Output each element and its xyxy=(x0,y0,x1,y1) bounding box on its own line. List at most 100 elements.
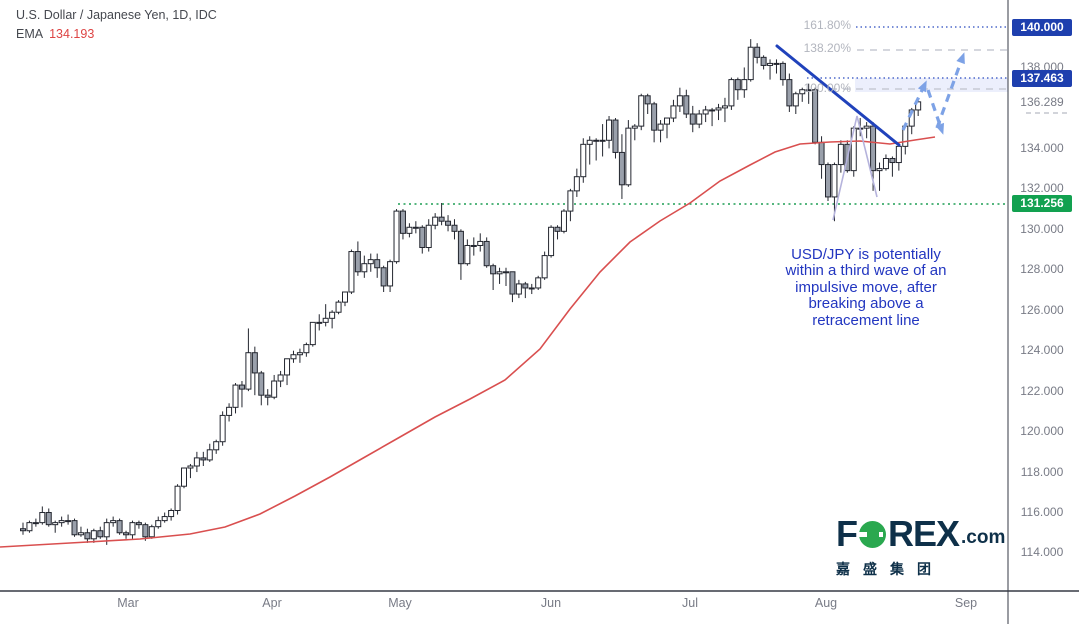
candle-body xyxy=(496,271,503,275)
annotation-text-line: USD/JPY is potentially xyxy=(791,246,941,263)
candle-body xyxy=(161,516,168,522)
candle-body xyxy=(515,283,522,295)
candle-body xyxy=(412,226,419,229)
candle-body xyxy=(889,157,896,164)
candle-body xyxy=(728,79,735,107)
candle-body xyxy=(747,46,754,81)
candle-body xyxy=(490,265,497,275)
candle-body xyxy=(438,216,445,222)
candle-body xyxy=(612,119,619,153)
candle-body xyxy=(277,374,284,382)
candle-body xyxy=(322,317,329,323)
candle-body xyxy=(329,311,336,319)
candle-body xyxy=(477,240,484,246)
time-axis-label-aug: Aug xyxy=(814,596,838,610)
projection-arrow-line[interactable] xyxy=(901,86,925,131)
projection-arrow-line[interactable] xyxy=(935,59,964,129)
candle-body xyxy=(168,509,175,518)
candle-body xyxy=(638,95,645,127)
candle-body xyxy=(32,522,39,525)
candle-body xyxy=(451,224,458,232)
analysis-annotation[interactable]: USD/JPY is potentially within a third wav… xyxy=(758,246,974,329)
candle-body xyxy=(374,259,381,269)
ema-line[interactable] xyxy=(0,136,936,548)
symbol-title[interactable]: U.S. Dollar / Japanese Yen, 1D, IDC xyxy=(16,8,217,22)
candle-body xyxy=(599,139,606,142)
candle-body xyxy=(541,255,548,279)
candle-body xyxy=(206,449,213,461)
candle-body xyxy=(702,109,709,115)
candle-body xyxy=(812,89,819,143)
fib-target-zone xyxy=(855,78,1008,92)
candle-body xyxy=(77,532,84,536)
candle-body xyxy=(193,457,200,467)
price-axis-label: 132.000 xyxy=(1020,181,1064,196)
candle-body xyxy=(586,139,593,145)
time-axis-label-mar: Mar xyxy=(117,596,139,610)
candle-body xyxy=(805,89,812,92)
candle-body xyxy=(354,251,361,273)
candle-body xyxy=(618,151,625,186)
candle-body xyxy=(116,520,123,534)
fib-level-label: 138.20% xyxy=(803,41,851,55)
candle-body xyxy=(554,226,561,232)
ema-legend-row[interactable]: EMA 134.193 xyxy=(16,25,217,43)
candle-body xyxy=(20,528,26,532)
logo-o-icon xyxy=(859,520,886,548)
candle-body xyxy=(155,520,162,528)
candle-body xyxy=(123,532,130,536)
chart-legend[interactable]: U.S. Dollar / Japanese Yen, 1D, IDC EMA 1… xyxy=(16,6,217,43)
logo-dot-com: .com xyxy=(961,527,1006,548)
price-axis-label: 124.000 xyxy=(1020,343,1064,358)
candle-body xyxy=(580,143,587,178)
annotation-text-line: retracement line xyxy=(812,311,920,329)
candle-body xyxy=(232,384,239,408)
time-axis-label-jul: Jul xyxy=(682,596,698,610)
candle-body xyxy=(676,95,683,107)
candle-body xyxy=(399,210,406,234)
candle-body xyxy=(367,259,374,265)
forex-com-logo: F REX .com 嘉盛集团 xyxy=(836,513,1005,579)
time-axis-label-jun: Jun xyxy=(540,596,562,610)
candle-body xyxy=(625,127,632,186)
candle-body xyxy=(238,384,245,390)
ema-value: 134.193 xyxy=(49,27,95,41)
candle-body xyxy=(71,520,78,536)
candle-body xyxy=(644,95,651,105)
candle-body xyxy=(342,291,348,303)
candle-body xyxy=(548,226,555,257)
candle-body xyxy=(245,352,252,390)
candle-body xyxy=(503,271,509,274)
projection-arrowhead-icon xyxy=(917,80,927,93)
candle-body xyxy=(863,125,870,129)
candle-body xyxy=(715,107,722,111)
candle-body xyxy=(181,467,187,487)
fib-level-label: 161.80% xyxy=(803,18,851,32)
price-axis-label: 126.000 xyxy=(1020,302,1064,317)
candle-body xyxy=(483,240,490,267)
candle-body xyxy=(58,520,65,524)
annotation-text-line: breaking above a xyxy=(808,295,924,313)
candle-body xyxy=(26,522,33,532)
candle-body xyxy=(432,216,439,226)
candle-body xyxy=(670,105,677,119)
candle-body xyxy=(39,512,46,524)
logo-letters-rex: REX xyxy=(888,513,960,554)
candle-body xyxy=(567,190,574,212)
candle-body xyxy=(213,441,220,451)
price-axis-label: 114.000 xyxy=(1020,545,1064,560)
candle-body xyxy=(406,226,413,234)
candle-body xyxy=(786,79,793,107)
candle-body xyxy=(52,522,59,526)
retracement-trendline[interactable] xyxy=(775,44,901,147)
candle-body xyxy=(818,141,825,166)
candle-body xyxy=(135,522,142,526)
wave-zigzag-line[interactable] xyxy=(832,115,878,221)
ema-label: EMA xyxy=(16,27,44,41)
annotation-text-line: impulsive move, after xyxy=(795,278,937,296)
candle-body xyxy=(271,380,278,398)
candle-body xyxy=(631,125,638,129)
price-axis-label: 136.289 xyxy=(1020,94,1064,109)
candle-body xyxy=(425,224,432,249)
